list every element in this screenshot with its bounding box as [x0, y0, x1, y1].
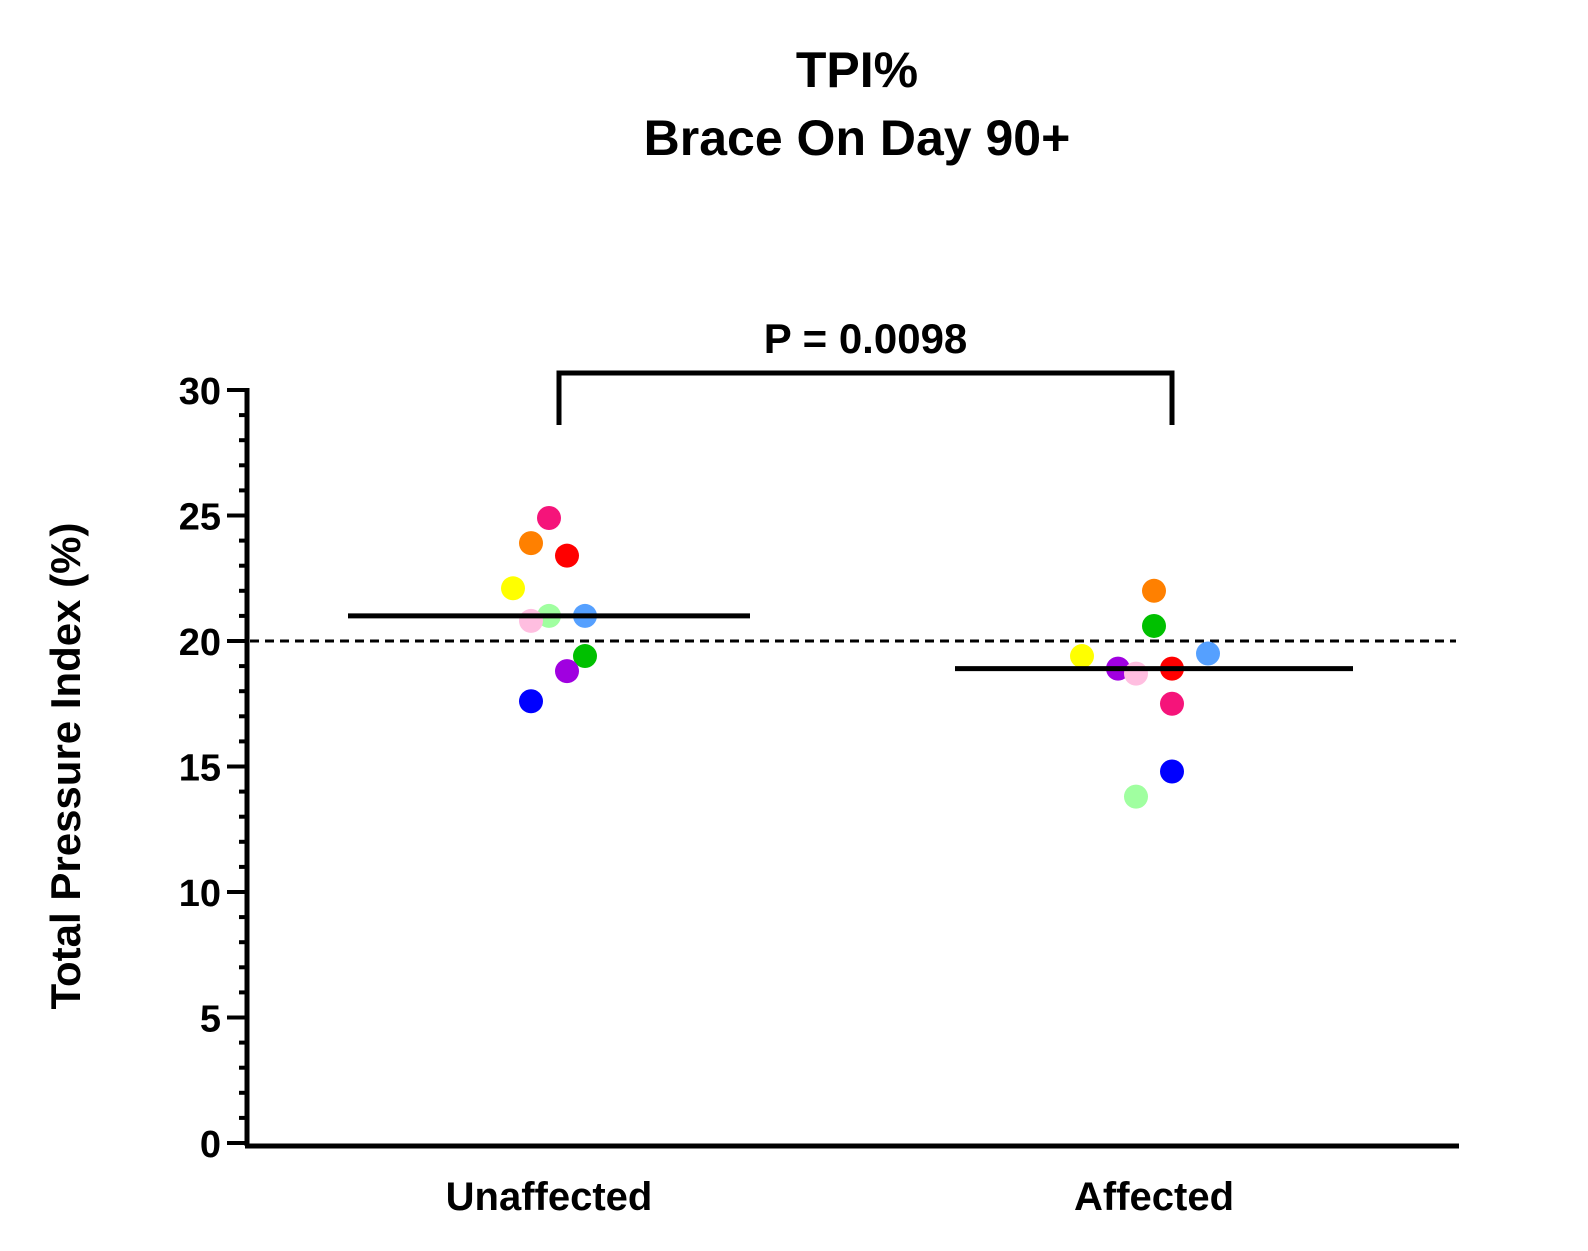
data-point-affected-light-green [1124, 784, 1148, 809]
data-point-affected-light-pink [1124, 661, 1148, 686]
x-category-label: Affected [1074, 1175, 1234, 1219]
data-point-affected-magenta [1160, 691, 1184, 716]
x-category-label: Unaffected [446, 1175, 653, 1219]
data-point-affected-light-blue [1196, 641, 1220, 666]
x-axis: Unaffected Affected [245, 1143, 1459, 1219]
y-axis-title: Total Pressure Index (%) [42, 522, 89, 1009]
data-point-unaffected-red [555, 543, 579, 568]
y-tick-label: 25 [179, 497, 221, 539]
data-point-affected-blue [1160, 759, 1184, 784]
data-point-unaffected-yellow [501, 576, 525, 601]
data-point-unaffected-purple [555, 659, 579, 684]
data-point-unaffected-light-pink [519, 608, 543, 633]
data-point-unaffected-magenta [537, 506, 561, 531]
data-point-affected-orange [1142, 578, 1166, 603]
bracket-line [556, 370, 1175, 425]
chart-subtitle: Brace On Day 90+ [644, 110, 1071, 166]
data-point-affected-yellow [1070, 644, 1094, 669]
significance-bracket [556, 370, 1175, 425]
y-tick-label: 5 [200, 999, 221, 1041]
y-axis: 0 5 10 15 20 25 30 [179, 371, 250, 1166]
data-point-affected-green [1142, 613, 1166, 638]
y-tick-label: 20 [179, 622, 221, 664]
y-tick-label: 10 [179, 873, 221, 915]
y-tick-label: 0 [200, 1124, 221, 1166]
data-point-unaffected-green [573, 644, 597, 669]
data-point-unaffected-blue [519, 689, 543, 714]
chart-title: TPI% [796, 42, 918, 98]
data-point-unaffected-orange [519, 531, 543, 556]
mean-lines [348, 613, 1353, 672]
data-points [501, 506, 1220, 809]
y-tick-label: 30 [179, 371, 221, 413]
p-value-label: P = 0.0098 [764, 315, 968, 362]
y-tick-label: 15 [179, 748, 221, 790]
